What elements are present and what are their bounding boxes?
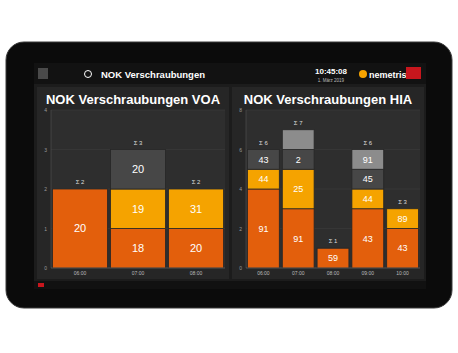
segment-label: 20 [132,163,144,175]
bar-segment [387,209,419,229]
total-label: Σ 3 [134,140,143,146]
header-time: 10:45:08 [315,67,348,76]
segment-label: 59 [328,253,338,263]
segment-label: 45 [363,174,373,184]
x-tick-label: 07:00 [292,270,305,276]
plot-area [51,110,225,268]
status-bar [34,281,426,289]
y-tick-label: 4 [239,186,242,192]
y-tick-label: 8 [239,107,242,113]
segment-label: 91 [293,234,303,244]
bar-segment [248,169,280,189]
bars [248,130,419,268]
segment-label: 25 [293,184,303,194]
header-date: 1. März 2019 [318,78,345,83]
segment-label: 89 [398,214,408,224]
bar-segment [169,229,224,269]
chart-title: NOK Verschraubungen VOA [46,92,221,107]
bar-segment [53,189,108,268]
bar-segment [111,229,166,269]
total-label: Σ 2 [76,179,85,185]
brand-name: nemetris [369,70,407,80]
segment-label: 44 [258,174,268,184]
x-axis [51,268,225,269]
bar-segment [282,150,314,170]
bar-segment [352,150,384,170]
bar-segment [317,248,349,268]
segment-label: 20 [190,242,202,254]
x-axis [246,268,420,269]
bar-segment [169,189,224,229]
bar-segment [282,209,314,268]
total-label: Σ 1 [329,238,338,244]
segment-label: 91 [363,155,373,165]
x-tick-label: 09:00 [362,270,375,276]
y-tick-label: 0 [239,265,242,271]
bar-segment [387,229,419,269]
panel [232,87,424,279]
total-label: Σ 7 [294,120,303,126]
y-tick-label: 2 [239,226,242,232]
x-tick-label: 07:00 [132,270,145,276]
page: NOK Verschraubungen 10:45:08 1. März 2019 n… [0,0,458,353]
y-tick-label: 0 [44,265,47,271]
panel [37,87,229,279]
labels: 20 Σ 2 18 19 20 Σ 3 20 31 Σ 2 [74,140,202,255]
segment-label: 43 [363,234,373,244]
header-icon [85,71,92,78]
y-tick-label: 3 [44,147,47,153]
segment-label: 2 [296,155,301,165]
menu-button[interactable] [38,68,48,79]
segment-label: 43 [258,155,268,165]
total-label: Σ 6 [259,140,268,146]
chart: NOK Verschraubungen HIA 0 2 4 6 8 91 44 43 Σ 6 91 2… [232,87,424,279]
header-title: NOK Verschraubungen [101,69,205,80]
close-button[interactable] [406,67,421,79]
bar-segment [352,209,384,268]
tablet-frame [6,42,452,308]
bar-segment [352,169,384,189]
segment-label: 31 [190,203,202,215]
y-tick-label: 4 [44,107,47,113]
x-tick-label: 08:00 [190,270,203,276]
chart-title: NOK Verschraubungen HIA [244,92,413,107]
y-tick-label: 1 [44,226,47,232]
bar-segment [111,150,166,190]
screen [34,63,426,289]
bar-segment [282,169,314,209]
y-tick-label: 6 [239,147,242,153]
bar-segment [248,189,280,268]
total-label: Σ 3 [398,199,407,205]
x-tick-label: 06:00 [74,270,87,276]
segment-label: 20 [74,222,86,234]
bar-segment [111,189,166,229]
x-tick-label: 08:00 [327,270,340,276]
brand-logo [359,70,367,78]
segment-label: 18 [132,242,144,254]
y-tick-label: 2 [44,186,47,192]
status-flag [38,283,44,287]
bar-segment [248,150,280,170]
bars [53,150,224,269]
segment-label: 43 [398,243,408,253]
chart: NOK Verschraubungen VOA 0 1 2 3 4 20 Σ 2 18 19 20 Σ… [37,87,229,279]
grid-line [51,110,225,111]
y-axis [246,110,247,268]
grid-line [246,110,420,111]
total-label: Σ 2 [192,179,201,185]
x-tick-label: 06:00 [257,270,270,276]
segment-label: 19 [132,203,144,215]
total-label: Σ 6 [363,140,372,146]
labels: 91 44 43 Σ 6 91 25 2 Σ 7 59 Σ 1 43 44 45 91 Σ 6 43 89 Σ 3 [258,120,407,264]
segment-label: 91 [258,224,268,234]
plot-area [246,110,420,268]
bar-segment [352,189,384,209]
x-tick-label: 10:00 [396,270,409,276]
header-bar [34,63,426,84]
bar-segment [282,130,314,150]
segment-label: 44 [363,194,373,204]
y-axis [51,110,52,268]
